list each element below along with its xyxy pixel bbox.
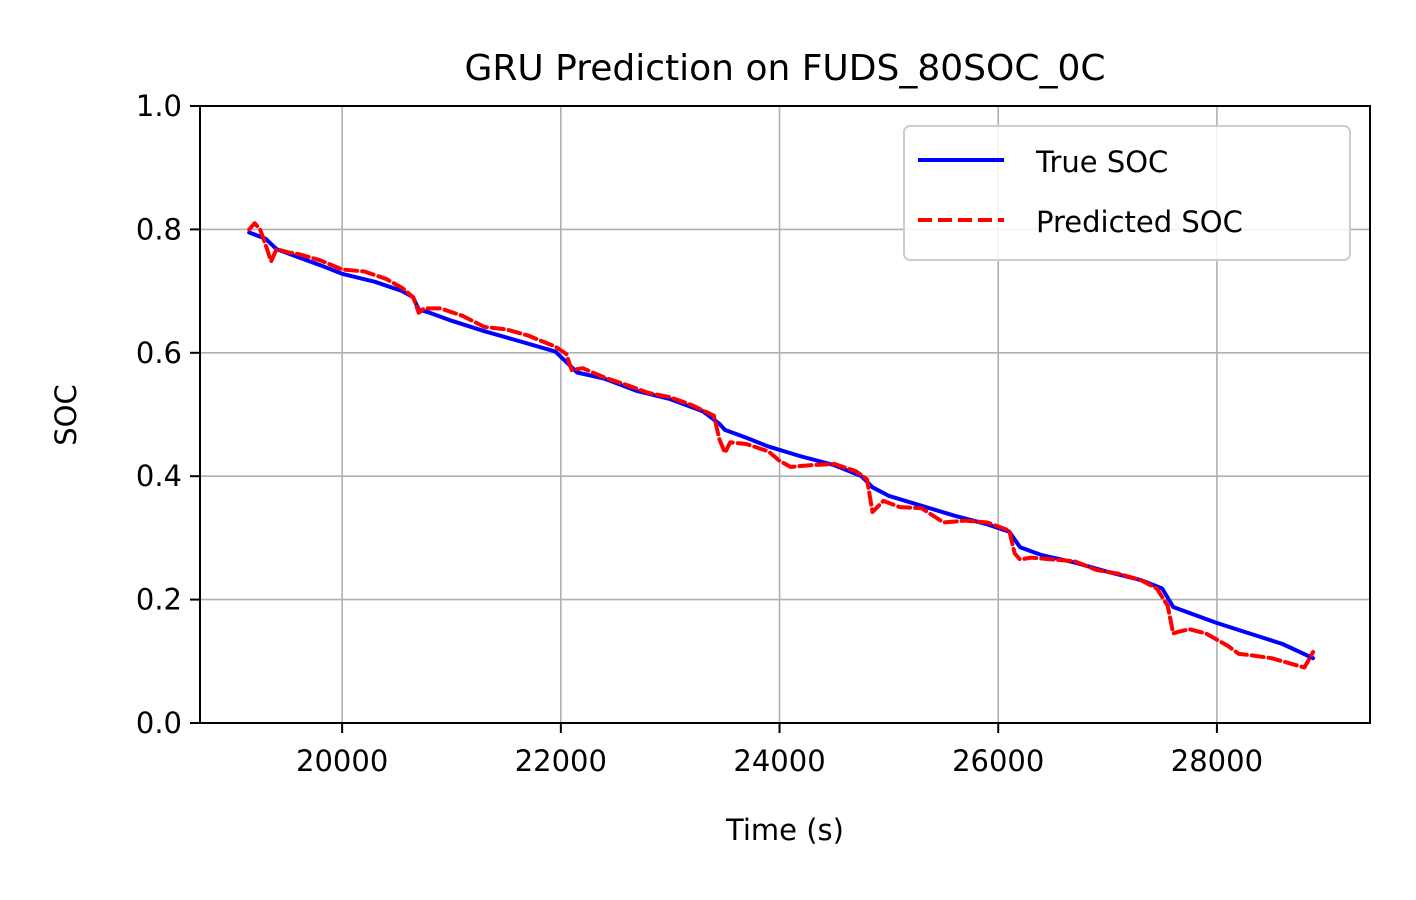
x-tick-label: 24000 — [733, 744, 825, 778]
x-tick-label: 28000 — [1171, 744, 1263, 778]
x-tick-label: 20000 — [296, 744, 388, 778]
y-axis: 0.0 0.2 0.4 0.6 0.8 1.0 — [136, 89, 200, 740]
x-axis: 20000 22000 24000 26000 28000 — [296, 723, 1263, 778]
y-tick-label: 0.0 — [136, 706, 182, 740]
legend: True SOC Predicted SOC — [903, 125, 1351, 261]
y-tick-label: 0.6 — [136, 336, 182, 370]
y-tick-label: 0.2 — [136, 583, 182, 617]
x-tick-label: 26000 — [952, 744, 1044, 778]
series-line-predicted-soc — [247, 221, 1316, 670]
legend-label-predicted-soc: Predicted SOC — [1036, 205, 1243, 239]
y-tick-label: 0.8 — [136, 212, 182, 246]
plot-area-frame — [199, 105, 1371, 724]
legend-label-true-soc: True SOC — [1035, 145, 1168, 179]
y-tick-label: 1.0 — [136, 89, 182, 123]
legend-box — [903, 125, 1351, 261]
chart-title: GRU Prediction on FUDS_80SOC_0C — [464, 48, 1105, 89]
x-axis-label: Time (s) — [725, 813, 844, 847]
x-tick-label: 22000 — [515, 744, 607, 778]
y-tick-label: 0.4 — [136, 459, 182, 493]
y-axis-label: SOC — [49, 384, 83, 445]
series-layer — [247, 221, 1316, 670]
